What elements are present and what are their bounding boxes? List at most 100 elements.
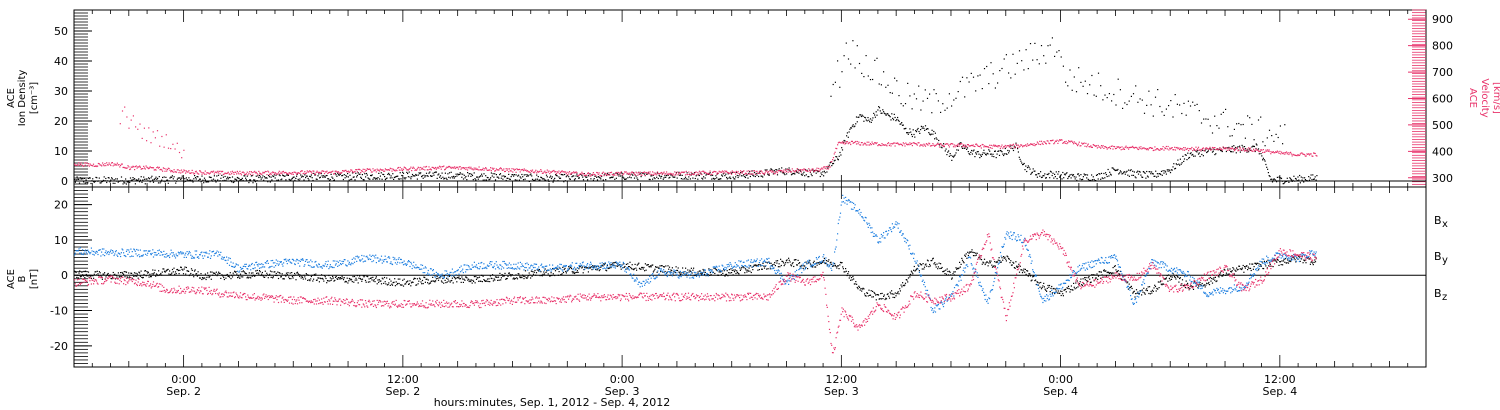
velocity-point <box>121 110 124 112</box>
bx-point <box>139 275 141 277</box>
density-point <box>941 147 943 149</box>
bx-point <box>825 262 827 264</box>
velocity-point <box>877 145 879 147</box>
density-point <box>855 116 858 118</box>
velocity-point <box>328 172 330 174</box>
velocity-point <box>978 145 980 147</box>
velocity-point <box>1302 153 1304 155</box>
bx-point <box>781 260 783 262</box>
density-point <box>1146 104 1148 106</box>
velocity-point <box>83 165 85 167</box>
density-point <box>843 139 845 142</box>
bx-point <box>1035 283 1037 286</box>
bx-point <box>815 262 817 264</box>
bx-point <box>568 266 570 268</box>
density-point <box>84 182 86 184</box>
density-point <box>478 176 480 178</box>
density-point <box>1204 150 1206 152</box>
velocity-point <box>592 173 594 175</box>
velocity-point <box>846 141 848 143</box>
density-point <box>1186 159 1188 161</box>
bx-point <box>76 276 78 278</box>
bx-point <box>549 275 551 277</box>
velocity-point <box>1078 141 1080 143</box>
velocity-point <box>988 147 990 149</box>
bx-point <box>1069 291 1071 293</box>
density-point <box>1251 123 1253 125</box>
density-point <box>832 83 834 86</box>
bx-point <box>649 266 651 268</box>
bx-point <box>532 273 535 275</box>
density-point <box>1082 85 1084 87</box>
density-point <box>815 172 817 174</box>
density-point <box>1294 180 1296 182</box>
bx-point <box>1074 288 1076 290</box>
velocity-point <box>199 170 201 172</box>
bx-point <box>937 268 939 270</box>
velocity-point <box>1220 148 1222 150</box>
bx-point <box>222 275 224 277</box>
velocity-point <box>1130 146 1132 148</box>
density-point <box>623 177 625 179</box>
velocity-point <box>1027 144 1029 147</box>
velocity-point <box>769 170 771 172</box>
velocity-point <box>1147 149 1149 151</box>
velocity-point <box>272 171 274 173</box>
bx-point <box>1059 290 1062 292</box>
density-point <box>358 173 360 175</box>
density-point <box>281 178 283 180</box>
velocity-point <box>892 142 895 144</box>
density-point <box>409 176 411 178</box>
density-point <box>1118 173 1120 175</box>
velocity-point <box>1035 144 1037 146</box>
velocity-point <box>1146 148 1149 150</box>
bx-point <box>132 274 134 276</box>
bx-point <box>720 271 722 273</box>
velocity-point <box>1275 151 1277 153</box>
bx-point <box>1010 260 1012 262</box>
velocity-point <box>1073 141 1075 143</box>
velocity-point <box>705 172 707 174</box>
density-point <box>849 128 851 130</box>
density-point <box>494 179 497 181</box>
velocity-point <box>1152 149 1154 152</box>
velocity-point <box>950 143 952 145</box>
bx-point <box>761 268 763 270</box>
density-point <box>943 143 945 145</box>
density-point <box>435 171 437 173</box>
velocity-point <box>1114 146 1116 148</box>
velocity-point <box>854 141 856 143</box>
velocity-point <box>656 171 659 173</box>
velocity-point <box>1160 148 1162 150</box>
density-point <box>1069 69 1071 71</box>
bx-point <box>150 276 152 278</box>
bx-point <box>473 276 475 278</box>
velocity-point <box>1312 155 1314 157</box>
bx-point <box>581 267 583 269</box>
density-point <box>318 173 320 175</box>
velocity-point <box>642 171 645 174</box>
velocity-point <box>534 171 536 173</box>
bx-point <box>632 268 634 270</box>
velocity-point <box>496 169 498 171</box>
velocity-point <box>467 167 469 169</box>
bx-point <box>1024 271 1026 273</box>
density-point <box>735 176 737 178</box>
density-point <box>1295 178 1297 180</box>
bx-point <box>1093 280 1095 282</box>
density-point <box>1297 176 1299 178</box>
velocity-point <box>295 172 297 174</box>
bx-point <box>854 283 856 285</box>
velocity-point <box>1166 148 1168 150</box>
velocity-point <box>736 172 738 174</box>
bx-point <box>541 275 543 277</box>
velocity-point <box>1163 149 1165 151</box>
density-point <box>1099 173 1101 175</box>
velocity-point <box>607 174 609 176</box>
bx-point <box>534 269 536 272</box>
velocity-point <box>1181 148 1183 150</box>
density-point <box>126 181 128 183</box>
bx-point <box>1005 260 1007 262</box>
density-point <box>604 173 606 175</box>
density-point <box>712 174 714 176</box>
